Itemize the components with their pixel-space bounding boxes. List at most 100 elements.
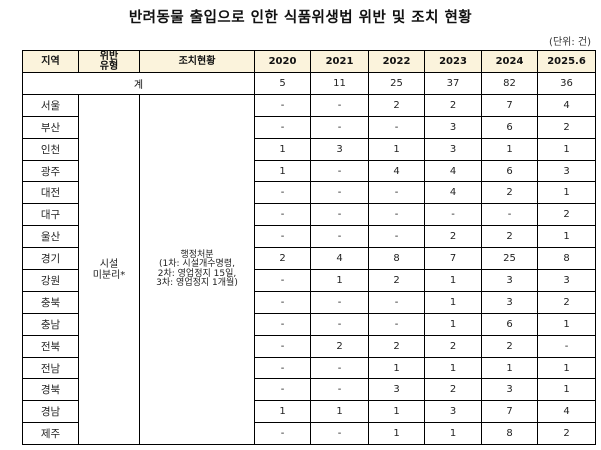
total-value: 5 [254, 72, 311, 95]
region-cell: 부산 [22, 115, 79, 139]
page-title: 반려동물 출입으로 인한 식품위생법 위반 및 조치 현황 [128, 10, 473, 26]
table-row: 경기 2 4 8 7 25 8 [22, 247, 596, 271]
value-cell: 2 [424, 93, 482, 117]
value-cell: 1 [537, 181, 596, 205]
value-cell: 7 [481, 93, 538, 117]
region-cell: 광주 [22, 159, 79, 183]
value-cell: 1 [254, 159, 311, 183]
value-cell: 1 [424, 356, 482, 380]
region-cell: 경기 [22, 247, 79, 271]
table-row: 경남 1 1 1 3 7 4 [22, 400, 596, 424]
value-cell: 3 [481, 290, 538, 314]
value-cell: 2 [537, 115, 596, 139]
region-cell: 인천 [22, 137, 79, 161]
value-cell: 4 [537, 93, 596, 117]
value-cell: - [254, 269, 311, 292]
value-cell: 3 [424, 137, 482, 161]
violation-table: 지역 위반 유형 조치현황 2020 2021 2022 2023 2024 20… [22, 50, 596, 446]
table-row: 강원 -1 2 1 3 3 [22, 269, 596, 292]
value-cell: 1 [537, 378, 596, 402]
value-cell: 3 [481, 378, 538, 402]
value-cell: 4 [368, 159, 425, 183]
value-cell: 1 [254, 400, 311, 424]
value-cell: 2 [537, 422, 596, 446]
region-cell: 제주 [22, 422, 79, 446]
value-cell: 1 [368, 400, 425, 424]
table-row: 부산 - - -3 6 2 [22, 115, 596, 139]
region-cell: 대구 [22, 203, 79, 227]
table-row: 전남 - -1 1 1 1 [22, 356, 596, 380]
table-row: 광주 1-4 4 6 3 [22, 159, 596, 183]
value-cell: 7 [424, 247, 482, 271]
value-cell: - [368, 115, 425, 139]
value-cell: 7 [481, 400, 538, 424]
region-cell: 강원 [22, 269, 79, 292]
value-cell: 3 [481, 269, 538, 292]
value-cell: 2 [310, 334, 369, 358]
header-region: 지역 [22, 50, 79, 73]
value-cell: 1 [537, 312, 596, 336]
value-cell: 6 [481, 115, 538, 139]
value-cell: 1 [310, 269, 369, 292]
value-cell: - [310, 312, 369, 336]
value-cell: - [368, 312, 425, 336]
value-cell: 2 [368, 93, 425, 117]
value-cell: 1 [368, 356, 425, 380]
table-row: 충남 - - -1 6 1 [22, 312, 596, 336]
header-row: 지역 위반 유형 조치현황 2020 2021 2022 2023 2024 20… [22, 50, 596, 73]
value-cell: 8 [481, 422, 538, 446]
value-cell: - [254, 312, 311, 336]
region-cell: 충남 [22, 312, 79, 336]
value-cell: 1 [368, 422, 425, 446]
value-cell: 1 [424, 290, 482, 314]
value-cell: - [254, 290, 311, 314]
value-cell: - [310, 422, 369, 446]
value-cell: 1 [424, 269, 482, 292]
value-cell: 2 [254, 247, 311, 271]
action-cell: 행정처분 (1차: 시설개수명령, 2차: 영업정지 15일, 3차: 영업정지 1개… [139, 93, 255, 446]
region-cell: 서울 [22, 93, 79, 117]
header-year: 2022 [368, 50, 425, 73]
value-cell: - [310, 290, 369, 314]
value-cell: 2 [481, 225, 538, 249]
value-cell: 1 [310, 400, 369, 424]
value-cell: 1 [368, 137, 425, 161]
value-cell: - [310, 225, 369, 249]
total-value: 25 [368, 72, 425, 95]
region-cell: 충북 [22, 290, 79, 314]
header-year: 2023 [424, 50, 482, 73]
value-cell: 2 [481, 334, 538, 358]
value-cell: - [310, 356, 369, 380]
total-row: 계 5 11 25 37 82 36 [22, 72, 596, 95]
total-value: 37 [424, 72, 482, 95]
value-cell: - [254, 356, 311, 380]
value-cell: 4 [537, 400, 596, 424]
value-cell: - [254, 115, 311, 139]
region-cell: 경남 [22, 400, 79, 424]
value-cell: 1 [537, 356, 596, 380]
value-cell: 8 [537, 247, 596, 271]
value-cell: 1 [424, 312, 482, 336]
region-cell: 대전 [22, 181, 79, 205]
value-cell: - [310, 159, 369, 183]
value-cell: - [368, 290, 425, 314]
value-cell: 2 [368, 269, 425, 292]
value-cell: 3 [368, 378, 425, 402]
value-cell: - [310, 378, 369, 402]
value-cell: - [310, 203, 369, 227]
header-year: 2024 [481, 50, 538, 73]
total-label: 계 [22, 72, 255, 95]
unit-label: (단위: 건) [549, 37, 591, 48]
value-cell: 3 [537, 159, 596, 183]
region-cell: 전남 [22, 356, 79, 380]
value-cell: 1 [424, 422, 482, 446]
value-cell: - [368, 203, 425, 227]
value-cell: 6 [481, 312, 538, 336]
value-cell: - [254, 225, 311, 249]
value-cell: 2 [537, 203, 596, 227]
value-cell: - [254, 93, 311, 117]
region-cell: 경북 [22, 378, 79, 402]
value-cell: 8 [368, 247, 425, 271]
value-cell: 25 [481, 247, 538, 271]
value-cell: - [368, 225, 425, 249]
